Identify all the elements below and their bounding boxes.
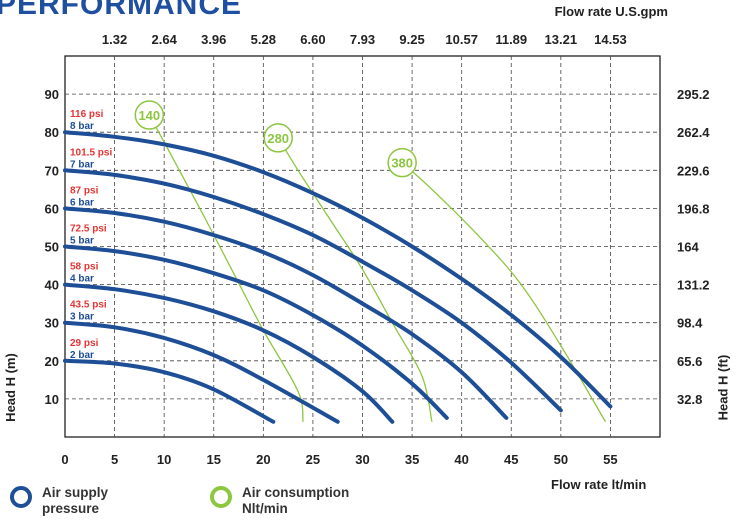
y-tick-label: 50: [45, 240, 59, 255]
air-consumption-marker: [134, 100, 165, 130]
x-tick-label: 30: [355, 452, 369, 467]
right-tick-label: 32.8: [677, 392, 702, 407]
x-tick-label: 45: [504, 452, 518, 467]
legend-air-label: Air consumption Nlt/min: [242, 485, 350, 516]
top-tick-label: 6.60: [300, 32, 325, 47]
air-consumption-label: 380: [391, 156, 413, 171]
bar-label: 4 bar: [70, 274, 94, 285]
right-tick-label: 229.6: [677, 163, 710, 178]
air-consumption-line: [148, 114, 304, 422]
x-tick-label: 20: [256, 452, 270, 467]
top-tick-label: 13.21: [545, 32, 578, 47]
bar-label: 8 bar: [70, 121, 94, 132]
air-consumption-marker: [387, 147, 417, 178]
page-title: PERFORMANCE: [0, 0, 243, 21]
x-tick-label: 50: [554, 452, 568, 467]
y-tick-label: 60: [45, 201, 59, 216]
air-consumption-line: [277, 137, 433, 422]
y-tick-label: 20: [45, 354, 59, 369]
psi-label: 101.5 psi: [70, 147, 112, 158]
top-tick-label: 14.53: [594, 32, 627, 47]
pressure-curve: [63, 320, 340, 424]
right-tick-label: 295.2: [677, 87, 710, 102]
x-tick-label: 15: [207, 452, 221, 467]
legend-pressure-label: Air supply pressure: [42, 485, 109, 516]
x-tick-label: 35: [405, 452, 419, 467]
psi-label: 58 psi: [70, 262, 99, 273]
pressure-curve: [63, 244, 449, 420]
air-consumption-line: [401, 162, 607, 423]
x-tick-label: 25: [306, 452, 320, 467]
bar-label: 2 bar: [70, 350, 94, 361]
x-tick-label: 40: [454, 452, 468, 467]
pressure-curve: [63, 358, 276, 424]
right-tick-label: 164: [677, 240, 699, 255]
y-tick-label: 80: [45, 125, 59, 140]
bar-label: 6 bar: [70, 197, 94, 208]
bar-label: 7 bar: [70, 159, 94, 170]
y-tick-label: 90: [45, 87, 59, 102]
psi-label: 87 psi: [70, 185, 99, 196]
right-axis-title: Head H (ft): [715, 354, 731, 421]
psi-label: 116 psi: [70, 109, 104, 120]
psi-label: 72.5 psi: [70, 224, 107, 235]
air-consumption-marker: [263, 123, 293, 153]
psi-label: 29 psi: [70, 338, 99, 349]
pressure-curve: [63, 168, 563, 413]
x-tick-label: 10: [157, 452, 171, 467]
air-consumption-label: 140: [138, 108, 160, 123]
psi-label: 43.5 psi: [70, 300, 107, 311]
bar-label: 3 bar: [70, 312, 94, 323]
legend-air: Air consumption Nlt/min: [210, 485, 352, 517]
right-tick-label: 65.6: [677, 354, 702, 369]
x-tick-label: 0: [61, 452, 68, 467]
y-tick-label: 40: [45, 278, 59, 293]
top-tick-label: 7.93: [350, 32, 375, 47]
x-tick-label: 55: [603, 452, 617, 467]
top-tick-label: 5.28: [251, 32, 276, 47]
right-tick-label: 131.2: [677, 278, 710, 293]
y-tick-label: 70: [45, 163, 59, 178]
top-tick-label: 1.32: [102, 32, 127, 47]
y-tick-label: 10: [45, 392, 59, 407]
top-tick-label: 11.89: [495, 32, 527, 47]
top-tick-label: 9.25: [399, 32, 424, 47]
top-tick-label: 2.64: [152, 32, 178, 47]
bar-label: 5 bar: [70, 236, 94, 247]
pressure-legend-icon: [10, 486, 32, 508]
air-consumption-label: 280: [267, 131, 289, 146]
y-axis-title: Head H (m): [2, 353, 18, 422]
pressure-curve: [63, 130, 613, 409]
y-tick-label: 30: [45, 316, 59, 331]
legend-pressure: Air supply pressure: [10, 485, 152, 517]
pressure-curve: [63, 282, 395, 424]
x-tick-label: 5: [111, 452, 118, 467]
pressure-curve: [63, 206, 509, 420]
top-tick-label: 10.57: [445, 32, 478, 47]
x-axis-title: Flow rate lt/min: [551, 477, 647, 492]
right-tick-label: 196.8: [677, 201, 710, 216]
top-axis-title: Flow rate U.S.gpm: [554, 4, 668, 19]
air-legend-icon: [210, 486, 232, 508]
top-tick-label: 3.96: [201, 32, 226, 47]
right-tick-label: 98.4: [677, 316, 703, 331]
right-tick-label: 262.4: [677, 125, 710, 140]
